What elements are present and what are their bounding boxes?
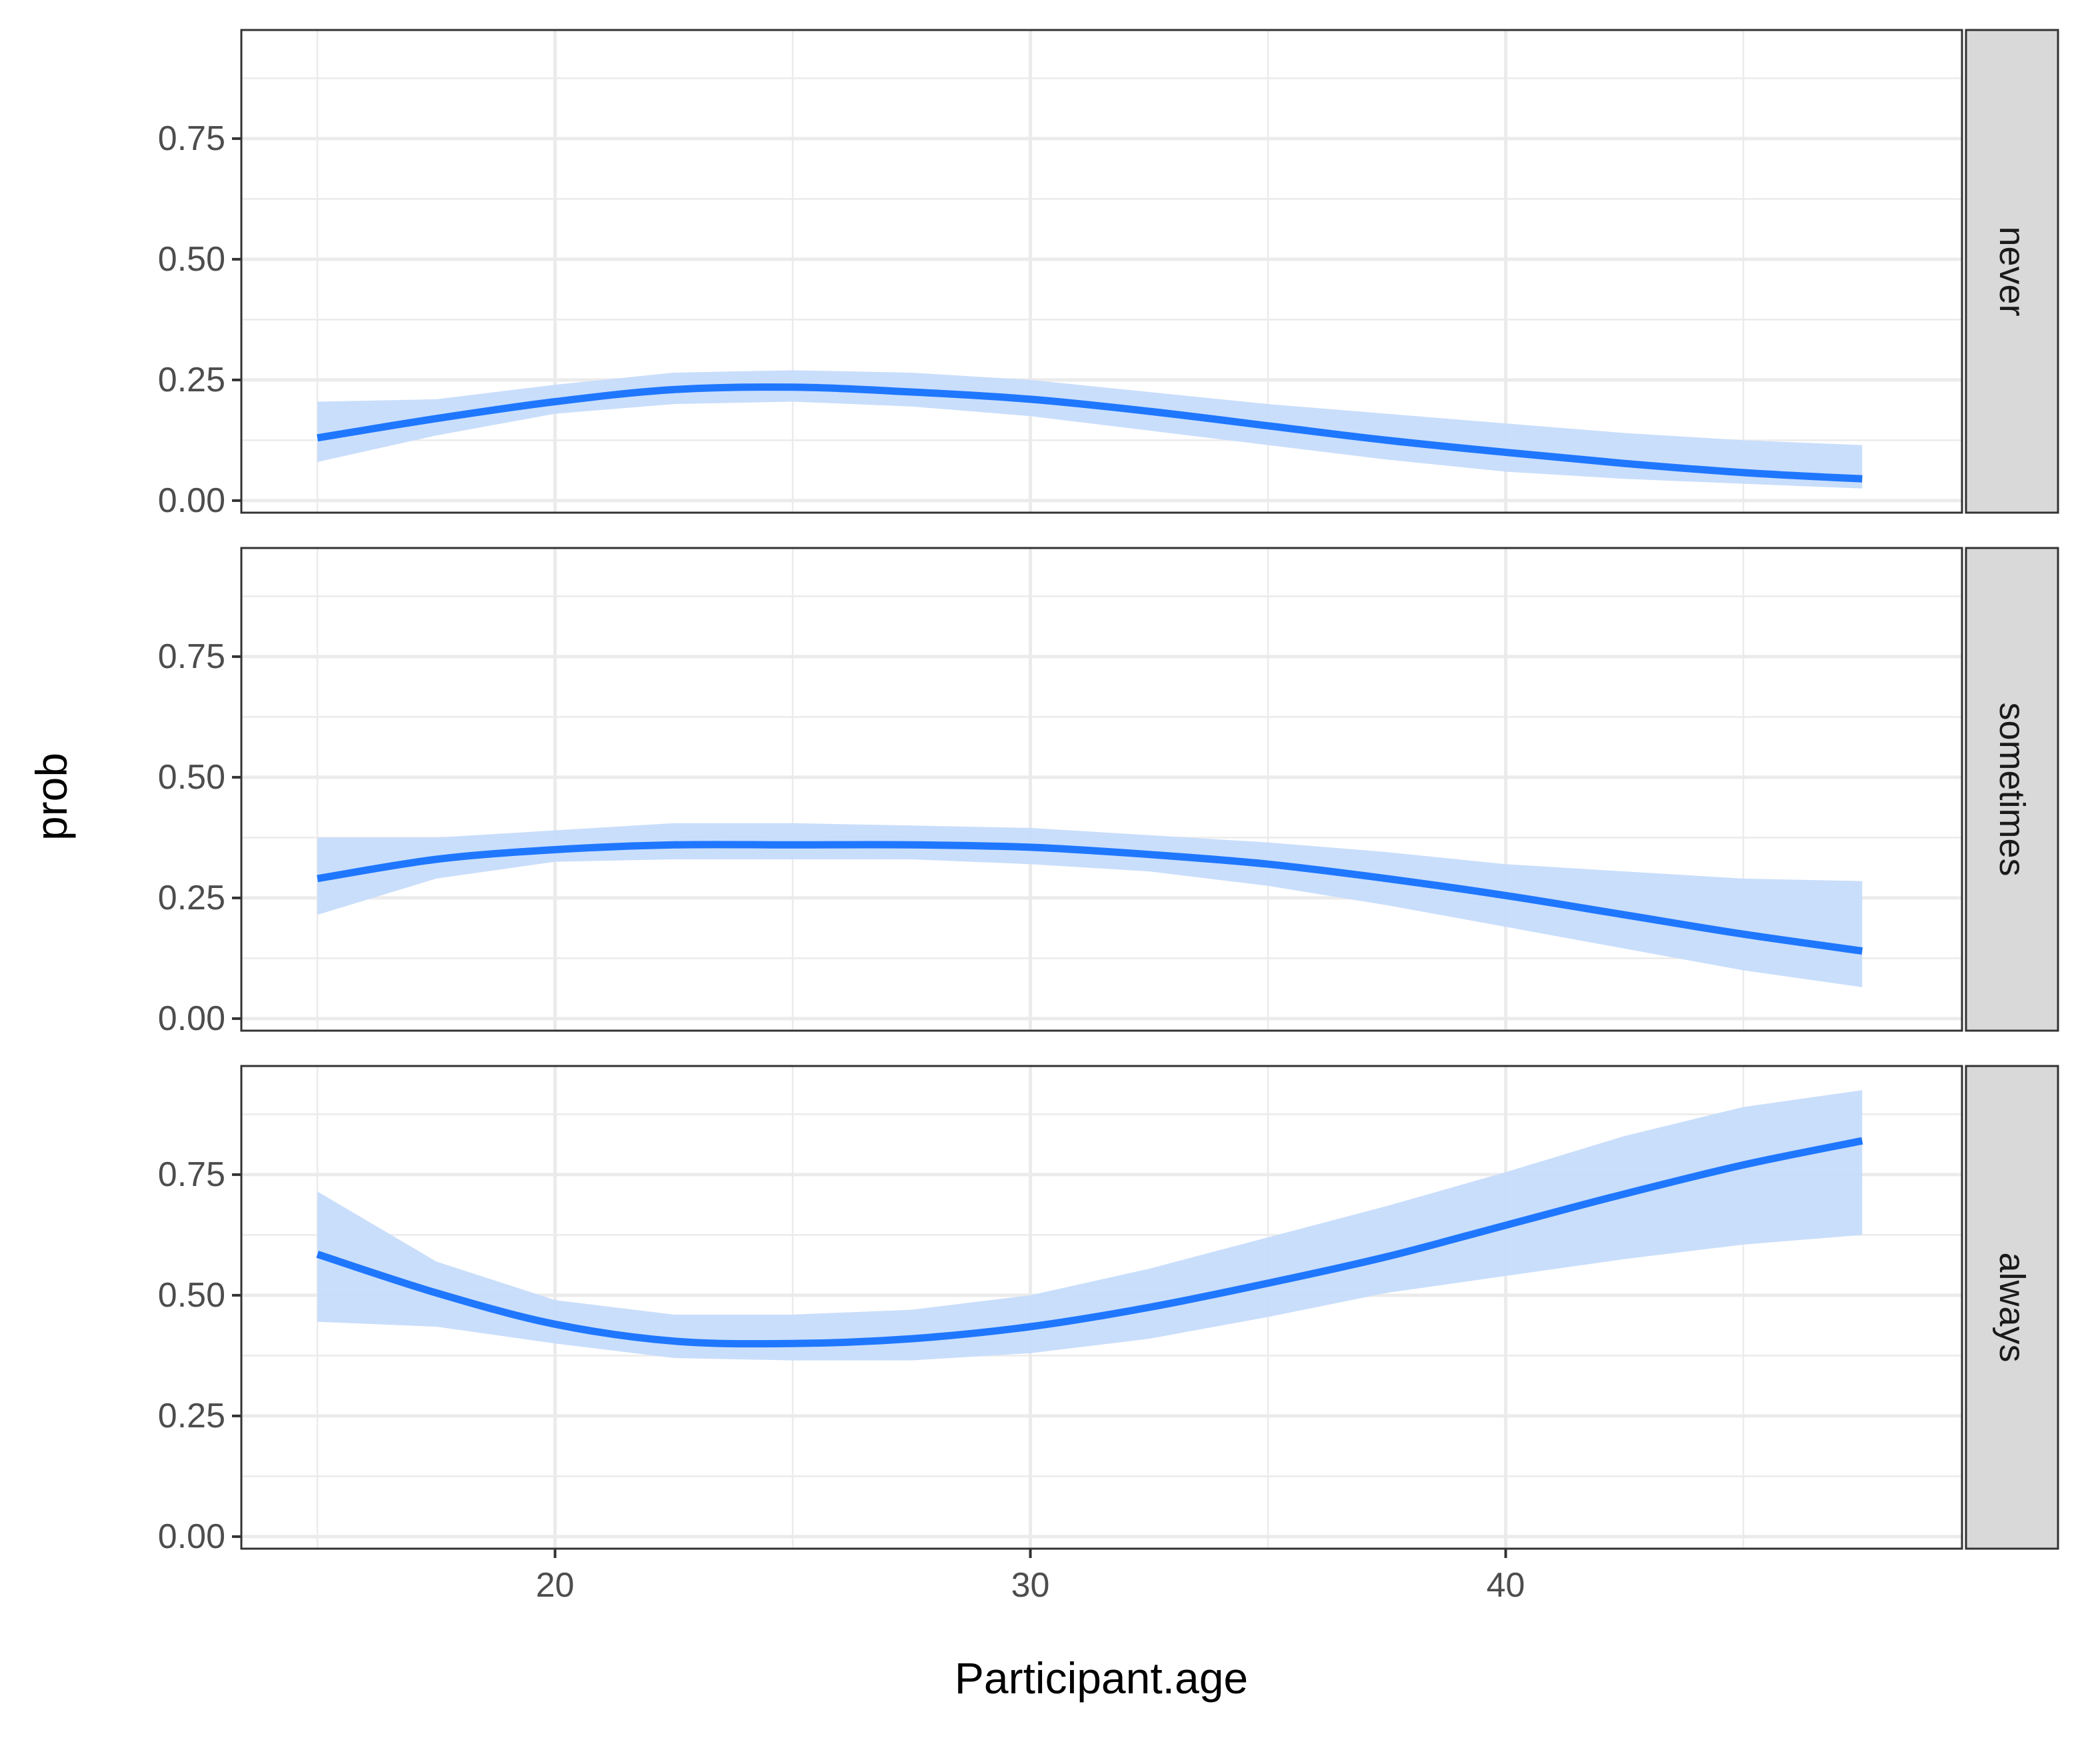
y-tick-label: 0.75: [158, 637, 225, 676]
facet-strip-label: sometimes: [1992, 702, 2032, 876]
facet-strip: [1965, 1065, 2059, 1550]
panel-background: [241, 30, 1962, 513]
facet-sometimes: sometimes 0.00 0.25 0.50 0.75: [158, 547, 2059, 1038]
fit-line: [316, 1137, 1863, 1348]
y-axis-title: prob: [27, 753, 76, 841]
y-tick-label: 0.75: [158, 1155, 225, 1194]
panel-border: [240, 29, 1963, 514]
facet-strip: [1965, 29, 2059, 514]
y-tick-label: 0.00: [158, 999, 225, 1038]
confidence-ribbon: [317, 370, 1863, 489]
facet-strip-label: never: [1992, 226, 2032, 316]
x-axis-title: Participant.age: [955, 1653, 1248, 1703]
facet-panels: never 0.00 0.25 0.50 0.75 sometimes 0.00 0.25 0.…: [158, 29, 2059, 1556]
fit-line: [317, 383, 1863, 483]
y-tick-label: 0.25: [158, 879, 225, 917]
y-tick-label: 0.25: [158, 1397, 225, 1435]
y-tick-label: 0.00: [158, 481, 225, 520]
x-tick-label: 20: [536, 1566, 575, 1605]
panel-border: [240, 1065, 1963, 1550]
y-tick-label: 0.50: [158, 240, 225, 279]
facet-always: always 0.00 0.25 0.50 0.75: [158, 1065, 2059, 1556]
facet-strip: [1965, 547, 2059, 1032]
facet-strip-label: always: [1992, 1252, 2032, 1362]
y-tick-label: 0.75: [158, 119, 225, 158]
y-tick-label: 0.25: [158, 361, 225, 399]
x-tick-label: 30: [1011, 1566, 1050, 1605]
confidence-ribbon: [317, 823, 1863, 987]
y-tick-label: 0.50: [158, 1276, 225, 1315]
y-tick-label: 0.50: [158, 758, 225, 797]
panel-border: [240, 547, 1963, 1032]
fit-line: [317, 841, 1863, 955]
facet-never: never 0.00 0.25 0.50 0.75: [158, 29, 2059, 520]
confidence-ribbon: [317, 1090, 1863, 1361]
y-tick-label: 0.00: [158, 1517, 225, 1556]
x-axis: 20 30 40: [536, 1549, 1525, 1605]
x-tick-label: 40: [1487, 1566, 1525, 1605]
